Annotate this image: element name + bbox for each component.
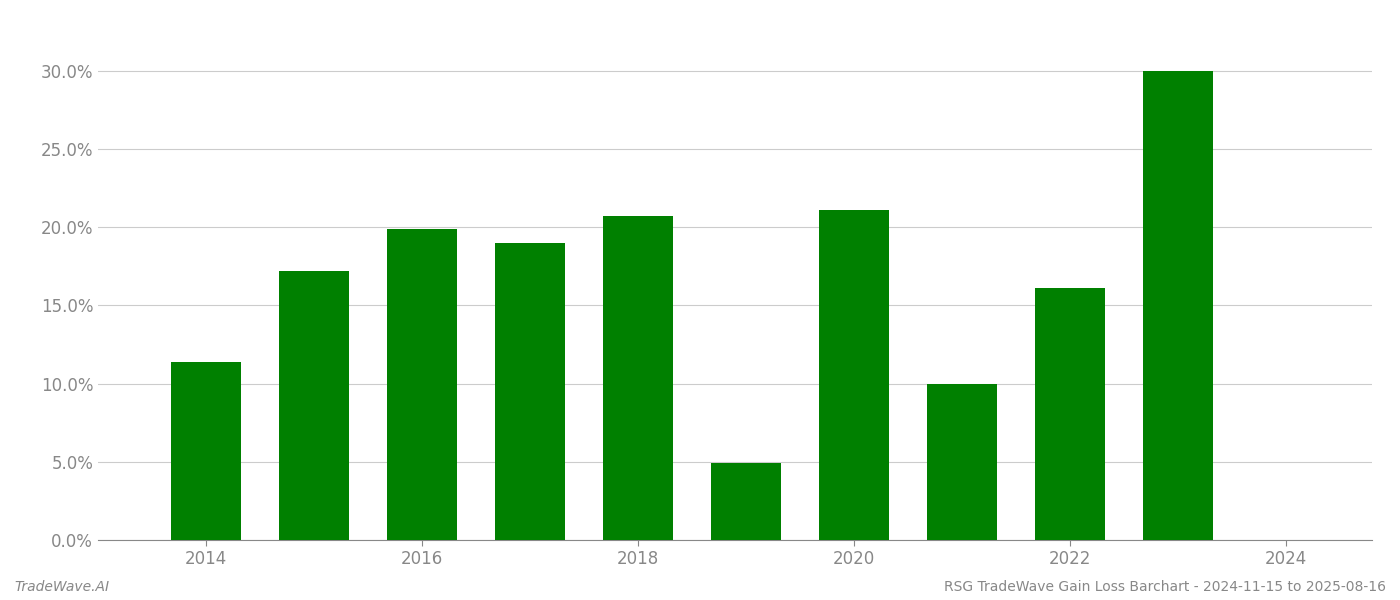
Bar: [494, 243, 566, 540]
Bar: [1035, 288, 1105, 540]
Bar: [386, 229, 456, 540]
Bar: [927, 383, 997, 540]
Bar: [1142, 71, 1212, 540]
Bar: [171, 362, 241, 540]
Bar: [603, 217, 673, 540]
Bar: [279, 271, 349, 540]
Text: TradeWave.AI: TradeWave.AI: [14, 580, 109, 594]
Text: RSG TradeWave Gain Loss Barchart - 2024-11-15 to 2025-08-16: RSG TradeWave Gain Loss Barchart - 2024-…: [944, 580, 1386, 594]
Bar: [819, 210, 889, 540]
Bar: [711, 463, 781, 540]
